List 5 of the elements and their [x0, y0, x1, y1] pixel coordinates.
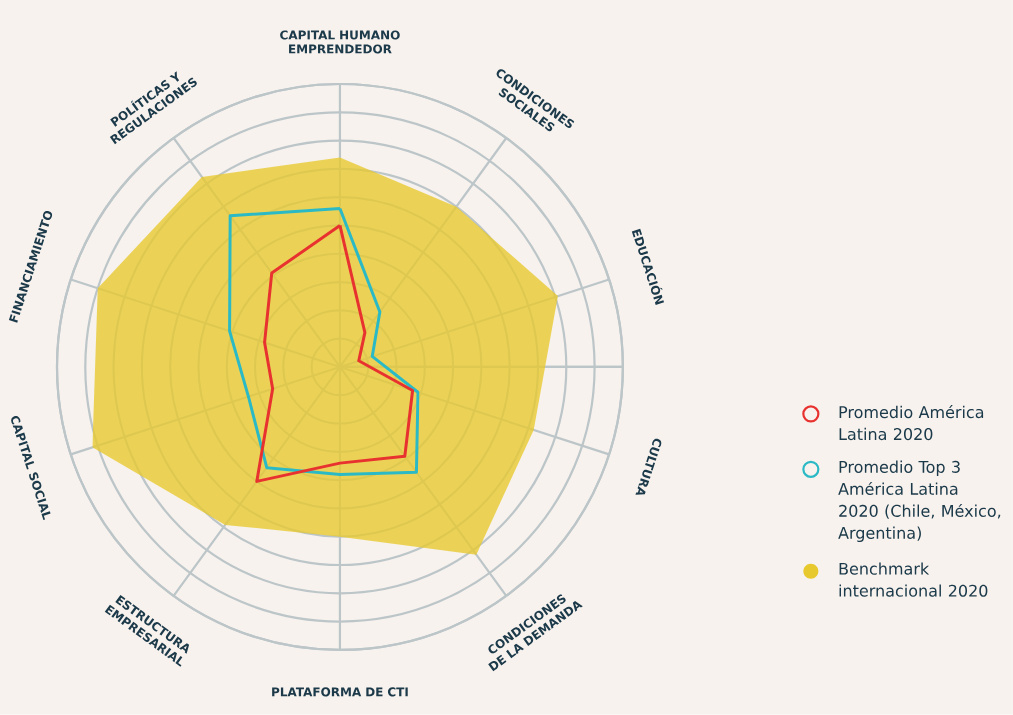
legend-label: Benchmark internacional 2020 — [839, 562, 988, 597]
legend-label: Promedio América Latina 2020 — [839, 405, 984, 441]
spoke-label: PLATAFORMA DE CTI — [272, 687, 408, 697]
spoke-label: CAPITAL HUMANO EMPRENDEDOR — [280, 30, 400, 54]
legend-label: Promedio Top 3 América Latina 2020 (Chile, México, Argentina) — [838, 460, 1001, 543]
